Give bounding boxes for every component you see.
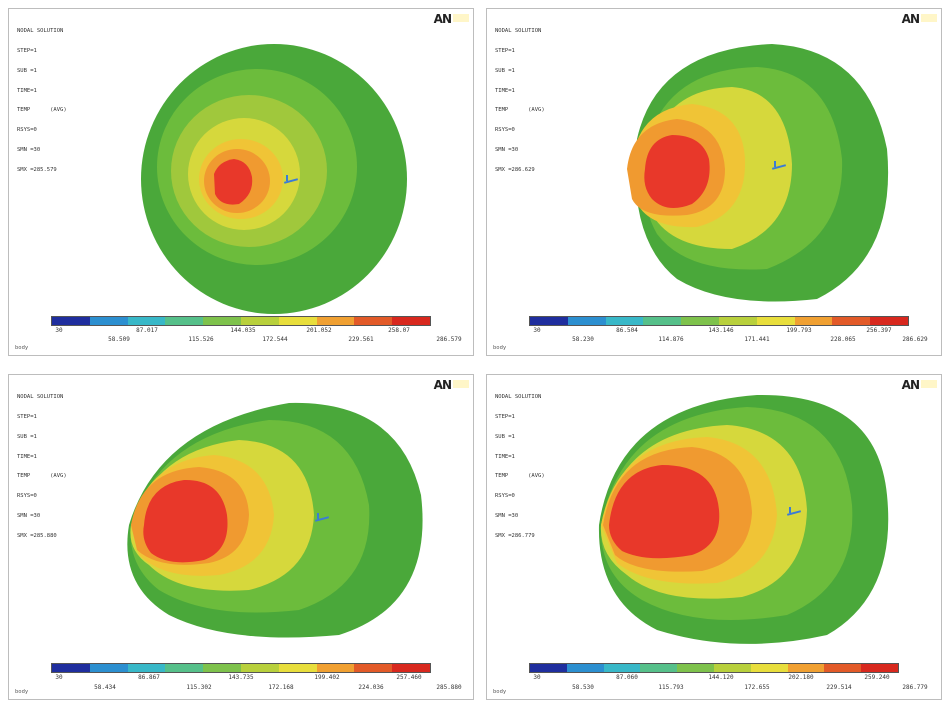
legend-label: 30: [55, 674, 63, 681]
solution-info: NODAL SOLUTION STEP=1 SUB =1 TIME=1 TEMP…: [17, 28, 67, 173]
legend-label: 143.735: [228, 674, 254, 681]
legend-label: 86.504: [616, 327, 638, 334]
result-panel-4: NODAL SOLUTION STEP=1 SUB =1 TIME=1 TEMP…: [486, 374, 942, 700]
legend-label: 143.146: [708, 327, 734, 334]
legend-label: 87.017: [136, 327, 158, 334]
solution-title: NODAL SOLUTION: [495, 394, 542, 401]
solution-title: NODAL SOLUTION: [17, 394, 64, 401]
temperature-contour-plot: [141, 44, 407, 314]
legend-label: 199.793: [786, 327, 812, 334]
legend-label: 286.629: [902, 336, 928, 343]
color-legend: [51, 663, 431, 673]
color-legend: [529, 663, 899, 673]
temperature-contour-plot: [127, 402, 423, 638]
logo-bar: [453, 14, 469, 22]
legend-label: 58.530: [572, 684, 594, 691]
logo-bar: [921, 14, 937, 22]
temperature-contour-plot: [627, 44, 889, 302]
legend-label: 172.168: [268, 684, 294, 691]
legend-label: 115.793: [658, 684, 684, 691]
legend-label: 171.441: [744, 336, 770, 343]
legend-label: 30: [533, 674, 541, 681]
legend-label: 202.180: [788, 674, 814, 681]
legend-label: 256.397: [866, 327, 892, 334]
ansys-logo: AN: [901, 12, 920, 26]
ansys-logo: AN: [433, 12, 452, 26]
legend-label: 199.402: [314, 674, 340, 681]
legend-label: 114.876: [658, 336, 684, 343]
color-legend: [51, 316, 431, 326]
ansys-logo: AN: [433, 378, 452, 392]
temperature-contour-plot: [598, 394, 889, 644]
legend-label: 115.526: [188, 336, 214, 343]
legend-label: 172.544: [262, 336, 288, 343]
legend-label: 257.460: [396, 674, 422, 681]
legend-label: 144.035: [230, 327, 256, 334]
solution-title: NODAL SOLUTION: [495, 28, 542, 35]
legend-label: 58.509: [108, 336, 130, 343]
footer-label: body: [493, 689, 507, 695]
coordinate-axis-icon: [315, 513, 329, 521]
legend-label: 58.434: [94, 684, 116, 691]
footer-label: body: [15, 345, 29, 351]
result-panel-3: NODAL SOLUTION STEP=1 SUB =1 TIME=1 TEMP…: [8, 374, 474, 700]
legend-label: 58.230: [572, 336, 594, 343]
legend-label: 30: [533, 327, 541, 334]
result-panel-1: NODAL SOLUTION STEP=1 SUB =1 TIME=1 TEMP…: [8, 8, 474, 356]
legend-label: 144.120: [708, 674, 734, 681]
color-legend: [529, 316, 909, 326]
coordinate-axis-icon: [772, 161, 786, 169]
legend-label: 87.060: [616, 674, 638, 681]
coordinate-axis-icon: [787, 507, 801, 515]
legend-label: 172.655: [744, 684, 770, 691]
legend-label: 229.514: [826, 684, 852, 691]
solution-info: NODAL SOLUTION STEP=1 SUB =1 TIME=1 TEMP…: [17, 394, 67, 539]
legend-label: 229.561: [348, 336, 374, 343]
legend-label: 286.579: [436, 336, 462, 343]
legend-label: 259.240: [864, 674, 890, 681]
solution-info: NODAL SOLUTION STEP=1 SUB =1 TIME=1 TEMP…: [495, 28, 545, 173]
legend-label: 286.779: [902, 684, 928, 691]
legend-label: 86.867: [138, 674, 160, 681]
solution-info: NODAL SOLUTION STEP=1 SUB =1 TIME=1 TEMP…: [495, 394, 545, 539]
coordinate-axis-icon: [284, 175, 298, 183]
solution-title: NODAL SOLUTION: [17, 28, 64, 35]
logo-bar: [921, 380, 937, 388]
footer-label: body: [15, 689, 29, 695]
legend-label: 258.07: [388, 327, 410, 334]
ansys-logo: AN: [901, 378, 920, 392]
legend-label: 30: [55, 327, 63, 334]
logo-bar: [453, 380, 469, 388]
legend-label: 228.065: [830, 336, 856, 343]
legend-label: 224.036: [358, 684, 384, 691]
legend-label: 115.302: [186, 684, 212, 691]
result-panel-2: NODAL SOLUTION STEP=1 SUB =1 TIME=1 TEMP…: [486, 8, 942, 356]
legend-label: 201.052: [306, 327, 332, 334]
footer-label: body: [493, 345, 507, 351]
legend-label: 285.880: [436, 684, 462, 691]
